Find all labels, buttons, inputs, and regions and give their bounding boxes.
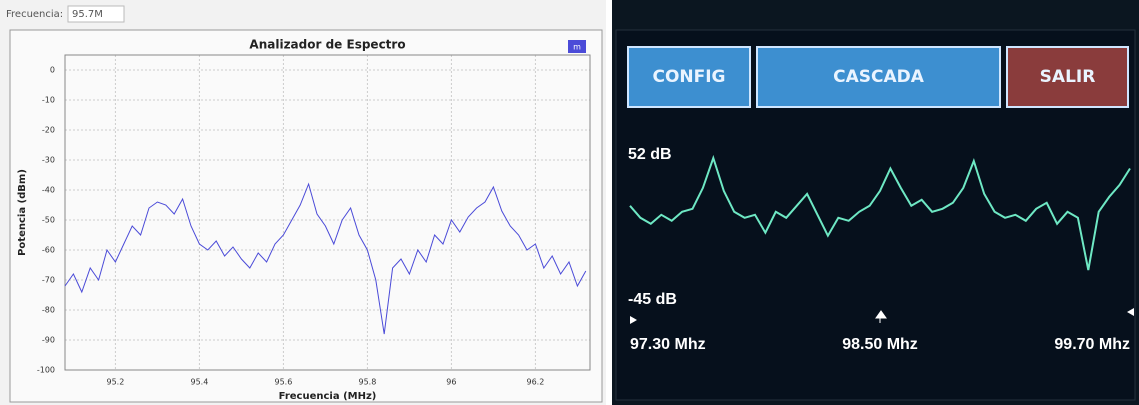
y-tick-label: -30 (42, 156, 55, 165)
x-tick-label: 99.70 Mhz (1054, 336, 1130, 353)
plot-frame (9, 29, 603, 403)
y-tick-label: 0 (50, 66, 55, 75)
x-tick-label: 96.2 (526, 378, 544, 387)
header-value: 95.7M (72, 9, 103, 20)
y-tick-label: -80 (42, 306, 55, 315)
button[interactable] (756, 46, 1001, 108)
button[interactable] (1006, 46, 1129, 108)
y-tick-label: -45 dB (628, 291, 677, 308)
button-bar: CONFIG CASCADA SALIR (627, 46, 1129, 108)
x-tick-label: 95.6 (274, 378, 292, 387)
y-tick-label: -50 (42, 216, 55, 225)
y-tick-label: -70 (42, 276, 55, 285)
button-label[interactable]: CASCADA (833, 67, 925, 87)
legend-label: m (573, 43, 581, 52)
y-tick-label: -90 (42, 336, 55, 345)
button-label[interactable]: SALIR (1040, 67, 1096, 87)
marker-left (630, 316, 637, 324)
x-tick-label: 95.4 (190, 378, 208, 387)
plot-area (64, 54, 591, 371)
button[interactable] (627, 46, 751, 108)
y-tick-label: 52 dB (628, 146, 672, 163)
x-axis-label: Frecuencia (MHz) (279, 391, 377, 402)
x-tick-label: 95.2 (106, 378, 124, 387)
y-tick-label: -40 (42, 186, 55, 195)
x-tick-label: 97.30 Mhz (630, 336, 706, 353)
spectrum-line (629, 154, 1131, 271)
marker-right (1127, 308, 1134, 316)
y-tick-label: -100 (37, 366, 55, 375)
x-tick-label: 96 (446, 378, 456, 387)
y-tick-label: -60 (42, 246, 55, 255)
legend-swatch (568, 40, 586, 53)
header-field (67, 5, 125, 23)
y-axis-label: Potencia (dBm) (17, 169, 28, 256)
marker-center (875, 310, 887, 323)
button-label[interactable]: CONFIG (652, 67, 725, 87)
y-tick-label: -20 (42, 126, 55, 135)
chart-title: Analizador de Espectro (249, 38, 405, 52)
y-tick-label: -10 (42, 96, 55, 105)
x-tick-label: 95.8 (358, 378, 376, 387)
header-label: Frecuencia: (6, 9, 63, 20)
x-tick-label: 98.50 Mhz (842, 336, 918, 353)
spectrum-line (64, 182, 587, 335)
